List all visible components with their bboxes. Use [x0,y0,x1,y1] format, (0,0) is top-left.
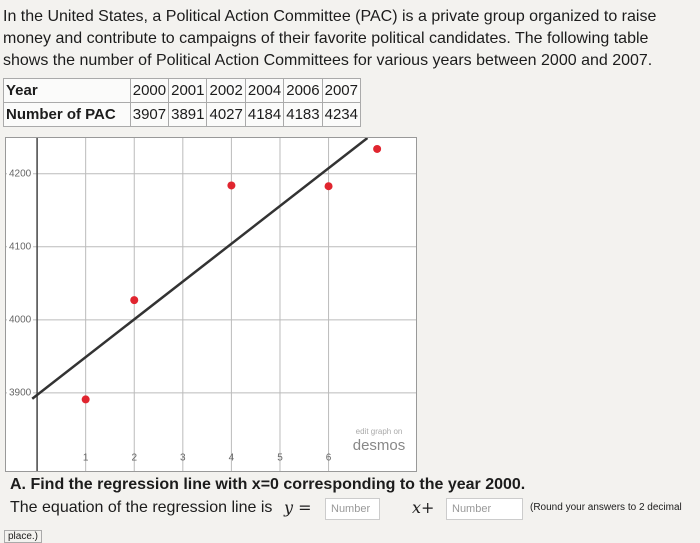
table-cell: 2004 [244,78,285,103]
label-bg [7,386,33,399]
round-note: place.) [4,530,43,543]
watermark: desmos [353,437,406,454]
row-header: Number of PAC [3,102,131,127]
data-point [130,296,139,305]
x-tick-label: 5 [277,453,283,464]
regression-line [31,138,369,400]
table-cell: 3907 [129,102,170,127]
table-row: Number of PAC 3907 3891 4027 4184 4183 4234 [3,102,361,127]
y-tick-label: 4200 [9,168,32,179]
table-cell: 2002 [206,78,246,103]
table-cell: 4184 [244,102,285,127]
graph: 1 2 3 4 5 6 3900 4000 4100 4200 edit graph ondesmo… [5,137,417,472]
answer-input[interactable]: Number [446,498,523,520]
x-tick-label: 4 [229,453,235,464]
x-plus: x+ [412,498,435,517]
data-table: Year 2000 2001 2002 2004 2006 2007 Number of PA… [3,78,361,127]
table-row: Year 2000 2001 2002 2004 2006 2007 [3,78,361,103]
table-cell: 4234 [321,102,361,127]
label-bg [7,167,33,180]
intro-text: In the United States, a Political Action… [3,8,657,69]
table-cell: 4027 [206,102,246,127]
data-point [373,144,382,153]
data-point [227,181,236,190]
question-label: A. Find the regression line with x=0 cor… [10,476,526,493]
y-tick-label: 3900 [9,388,32,399]
table-cell: 2001 [168,78,208,103]
table-cell: 2000 [129,78,170,103]
question-prompt: The equation of the regression line is [10,499,273,516]
data-point [81,395,90,404]
y-tick-label: 4000 [9,314,32,325]
y-equals: y = [284,498,312,517]
row-header: Year [3,78,131,103]
x-tick-label: 3 [180,453,186,464]
y-tick-label: 4100 [9,241,32,252]
label-bg [7,240,33,253]
x-tick-label: 1 [83,453,89,464]
watermark: edit graph on [356,427,403,436]
data-point [324,182,333,191]
table-cell: 4183 [283,102,323,127]
table-cell: 3891 [168,102,208,127]
table-cell: 2007 [321,78,361,103]
round-note: (Round your answers to 2 decimal [530,502,682,513]
answer-input[interactable]: Number [325,498,380,520]
label-bg [7,313,33,326]
x-tick-label: 2 [131,453,137,464]
table-cell: 2006 [283,78,323,103]
x-tick-label: 6 [326,453,332,464]
